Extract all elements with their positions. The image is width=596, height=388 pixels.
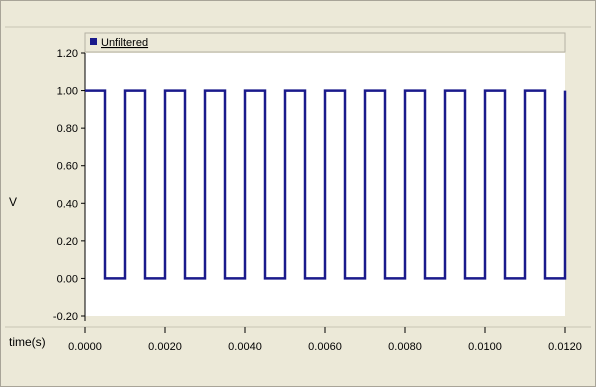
y-ticks: 1.20 1.00 0.80 0.60 0.40 0.20 0.00 -0.20	[53, 48, 85, 323]
y-tick-label: 0.80	[57, 123, 78, 135]
x-tick-label: 0.0060	[308, 341, 342, 353]
legend-label: Unfiltered	[101, 37, 148, 49]
x-tick-label: 0.0080	[388, 341, 422, 353]
x-tick-label: 0.0120	[548, 341, 582, 353]
y-tick-label: 1.00	[57, 86, 78, 98]
y-tick-label: 0.60	[57, 161, 78, 173]
legend: Unfiltered	[84, 32, 566, 53]
series-line-unfiltered	[85, 89, 567, 280]
y-axis-label: V	[9, 195, 17, 209]
legend-box	[84, 32, 566, 53]
y-tick-label: 0.40	[57, 198, 78, 210]
y-tick-label: 0.00	[57, 273, 78, 285]
x-tick-label: 0.0020	[148, 341, 182, 353]
series-group	[85, 89, 567, 280]
x-tick-label: 0.0040	[228, 341, 262, 353]
legend-swatch	[90, 38, 97, 45]
y-tick-label: -0.20	[53, 311, 78, 323]
x-tick-label: 0.0000	[68, 341, 102, 353]
x-tick-label: 0.0100	[468, 341, 502, 353]
y-tick-label: 1.20	[57, 48, 78, 60]
x-axis-label: time(s)	[9, 335, 46, 349]
x-ticks: 0.0000 0.0020 0.0040 0.0060 0.0080 0.0100 0.01…	[68, 327, 582, 353]
y-tick-label: 0.20	[57, 236, 78, 248]
